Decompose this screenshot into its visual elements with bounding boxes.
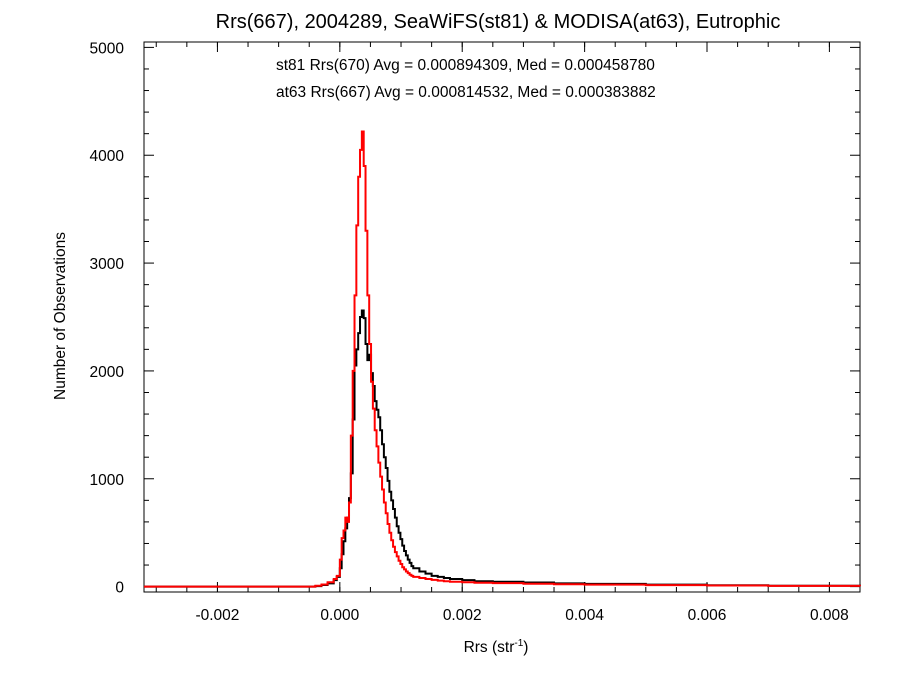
chart-title: Rrs(667), 2004289, SeaWiFS(st81) & MODIS…	[216, 11, 781, 33]
annotations: st81 Rrs(670) Avg = 0.000894309, Med = 0…	[276, 57, 656, 101]
x-axis-label-text: Rrs (str	[464, 639, 515, 656]
annotation-at63: at63 Rrs(667) Avg = 0.000814532, Med = 0…	[276, 84, 656, 101]
series-group	[144, 130, 861, 588]
series-line-at63	[144, 130, 861, 588]
y-tick-label: 1000	[90, 472, 125, 489]
y-tick-label: 2000	[90, 364, 125, 381]
y-axis-label: Number of Observations	[52, 232, 69, 400]
x-axis-label-close: )	[523, 639, 528, 656]
x-tick-label: -0.002	[195, 607, 239, 624]
annotation-st81: st81 Rrs(670) Avg = 0.000894309, Med = 0…	[276, 57, 655, 74]
y-tick-label: 4000	[90, 148, 125, 165]
x-tick-label: 0.000	[320, 607, 359, 624]
y-tick-label: 5000	[90, 40, 125, 57]
y-tick-label: 3000	[90, 256, 125, 273]
x-tick-label: 0.002	[443, 607, 482, 624]
series-line-st81	[144, 309, 861, 588]
y-axis-ticks: 0 1000 2000 3000 4000 5000	[90, 40, 860, 597]
plot-frame	[143, 41, 861, 593]
plot-area-border	[143, 41, 861, 593]
x-tick-label: 0.006	[688, 607, 727, 624]
x-tick-label: 0.008	[810, 607, 849, 624]
x-axis-ticks: -0.002 0.000 0.002 0.004 0.006 0.008	[155, 42, 861, 624]
x-axis-label-superscript: -1	[514, 638, 523, 649]
y-tick-label: 0	[115, 580, 124, 597]
x-axis-label: Rrs (str-1)	[464, 638, 529, 656]
x-tick-label: 0.004	[565, 607, 604, 624]
